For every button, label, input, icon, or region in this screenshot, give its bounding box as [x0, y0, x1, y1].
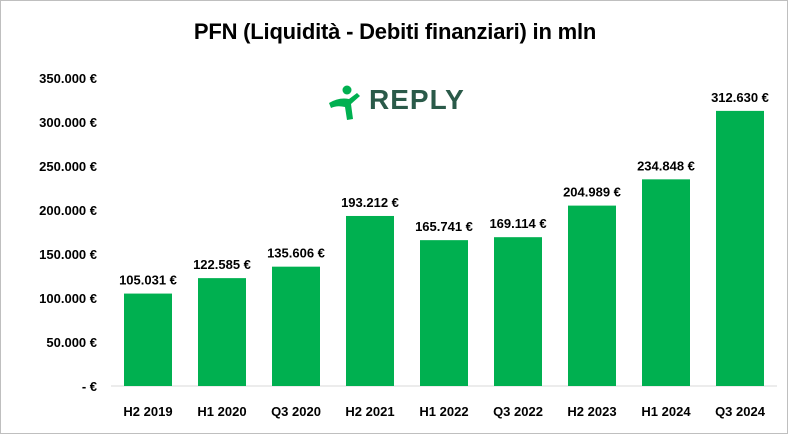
x-tick-label: Q3 2020	[271, 404, 321, 419]
data-label: 169.114 €	[489, 216, 546, 231]
y-tick-label: 100.000 €	[39, 291, 97, 306]
bar	[420, 240, 468, 386]
y-tick-label: - €	[82, 379, 97, 394]
data-label: 135.606 €	[267, 246, 325, 261]
y-tick-label: 50.000 €	[46, 335, 97, 350]
data-label: 204.989 €	[563, 185, 621, 200]
y-tick-label: 150.000 €	[39, 247, 97, 262]
data-label: 312.630 €	[711, 90, 769, 105]
x-tick-label: H1 2022	[419, 404, 468, 419]
data-label: 165.741 €	[415, 219, 473, 234]
x-tick-label: H1 2020	[197, 404, 246, 419]
chart-title: PFN (Liquidità - Debiti finanziari) in m…	[193, 19, 597, 44]
bar	[198, 278, 246, 386]
y-tick-label: 350.000 €	[39, 71, 97, 86]
bar	[272, 266, 320, 386]
running-figure-icon	[327, 83, 363, 128]
data-label: 193.212 €	[341, 195, 399, 210]
bar	[124, 293, 172, 386]
x-tick-label: Q3 2024	[715, 404, 766, 419]
x-tick-label: H2 2019	[123, 404, 172, 419]
x-tick-label: H1 2024	[641, 404, 691, 419]
y-tick-label: 300.000 €	[39, 115, 97, 130]
bar	[494, 237, 542, 386]
x-tick-label: H2 2021	[345, 404, 394, 419]
reply-logo: REPLY	[369, 84, 465, 115]
y-tick-label: 200.000 €	[39, 203, 97, 218]
bar	[642, 179, 690, 386]
bar	[568, 205, 616, 386]
bar	[716, 110, 764, 387]
y-tick-label: 250.000 €	[39, 159, 97, 174]
data-label: 122.585 €	[193, 257, 251, 272]
data-label: 234.848 €	[637, 158, 695, 173]
x-tick-label: H2 2023	[567, 404, 616, 419]
x-tick-label: Q3 2022	[493, 404, 543, 419]
data-label: 105.031 €	[119, 273, 177, 288]
bar	[346, 215, 394, 386]
